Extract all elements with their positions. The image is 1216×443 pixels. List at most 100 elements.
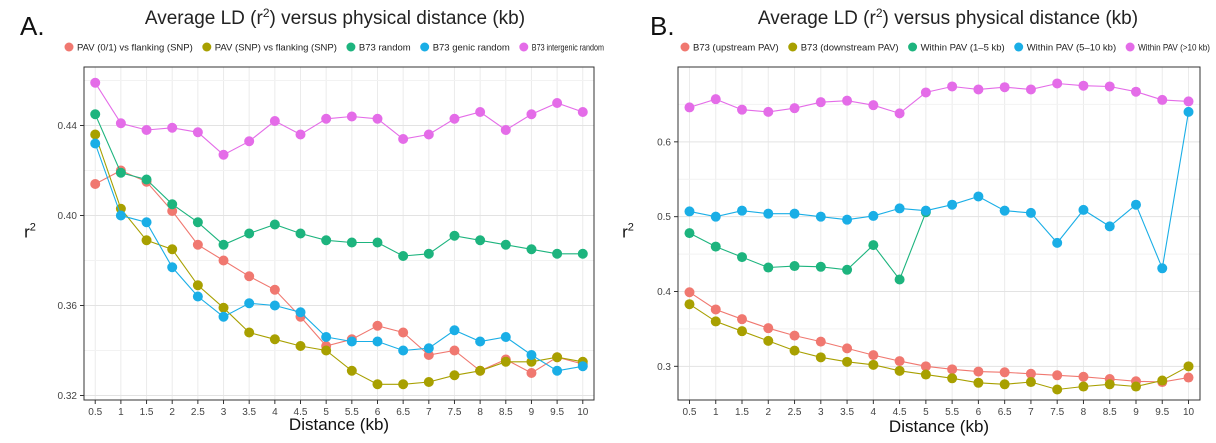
x-tick-label: 3 xyxy=(818,407,824,418)
legend-label: B73 genic random xyxy=(433,42,510,53)
legend-label: PAV (SNP) vs flanking (SNP) xyxy=(215,42,337,53)
data-point xyxy=(167,262,178,273)
data-point xyxy=(192,217,203,228)
legend: PAV (0/1) vs flanking (SNP) PAV (SNP) vs … xyxy=(64,42,604,53)
data-point xyxy=(1130,381,1141,392)
data-point xyxy=(1183,96,1194,107)
data-point xyxy=(192,239,203,250)
data-point xyxy=(947,373,958,384)
x-tick-label: 1 xyxy=(118,407,124,418)
data-point xyxy=(737,252,748,263)
data-point xyxy=(1078,204,1089,215)
legend-swatch xyxy=(908,42,918,52)
data-point xyxy=(1025,377,1036,388)
data-point xyxy=(947,199,958,210)
data-point xyxy=(346,365,357,376)
data-point xyxy=(398,134,409,144)
data-point xyxy=(269,116,280,126)
legend-item: Within PAV (5–10 kb) xyxy=(1014,42,1116,53)
data-point xyxy=(244,327,255,338)
data-point xyxy=(346,237,357,248)
data-point xyxy=(577,361,588,372)
x-tick-label: 4.5 xyxy=(294,407,308,418)
legend-label: B73 intergenic random xyxy=(532,42,604,53)
y-tick-label: 0.5 xyxy=(657,212,671,223)
series-line xyxy=(689,211,927,281)
y-tick-label: 0.3 xyxy=(657,362,671,373)
data-point xyxy=(999,82,1010,93)
data-point xyxy=(269,219,280,230)
data-point xyxy=(868,350,879,361)
data-point xyxy=(218,255,229,266)
data-point xyxy=(552,365,563,376)
data-point xyxy=(141,217,152,228)
y-axis-title: r2 xyxy=(24,222,36,242)
data-point xyxy=(295,129,306,140)
data-point xyxy=(1183,372,1194,383)
data-point xyxy=(269,334,280,345)
data-point xyxy=(763,106,774,117)
x-tick-label: 1 xyxy=(713,407,719,418)
data-point xyxy=(789,345,800,356)
data-point xyxy=(90,77,101,88)
data-point xyxy=(192,291,203,302)
x-tick-label: 5 xyxy=(323,407,329,418)
data-point xyxy=(737,205,748,216)
data-point xyxy=(737,104,748,115)
x-tick-label: 9.5 xyxy=(1155,407,1169,418)
data-point xyxy=(1157,263,1168,274)
data-point xyxy=(321,113,332,124)
data-point xyxy=(218,311,229,322)
x-tick-label: 10 xyxy=(1183,407,1195,418)
data-point xyxy=(398,251,409,261)
data-point xyxy=(1104,81,1115,92)
legend-swatch xyxy=(680,42,690,52)
legend-swatch xyxy=(519,42,529,52)
x-tick-label: 10 xyxy=(577,407,589,418)
data-point xyxy=(141,235,152,246)
data-point xyxy=(321,345,332,356)
data-point xyxy=(1078,381,1089,392)
data-point xyxy=(868,100,879,111)
x-tick-label: 5 xyxy=(923,407,929,418)
y-tick-label: 0.4 xyxy=(657,287,671,298)
data-point xyxy=(269,300,280,311)
x-tick-label: 1.5 xyxy=(140,407,154,418)
data-point xyxy=(868,210,879,221)
data-point xyxy=(295,228,306,239)
data-point xyxy=(973,84,984,95)
data-point xyxy=(1183,361,1194,372)
series-5 xyxy=(684,78,1194,119)
data-point xyxy=(710,211,721,222)
data-point xyxy=(500,239,511,250)
x-tick-label: 7.5 xyxy=(1050,407,1064,418)
legend-item: PAV (SNP) vs flanking (SNP) xyxy=(202,42,337,53)
data-point xyxy=(141,174,152,185)
data-point xyxy=(815,336,826,347)
series-5 xyxy=(90,77,588,160)
data-point xyxy=(894,356,905,367)
chart-title: Average LD (r2) versus physical distance… xyxy=(758,6,1138,29)
x-tick-label: 3.5 xyxy=(840,407,854,418)
x-tick-label: 4.5 xyxy=(893,407,907,418)
data-point xyxy=(526,368,537,378)
data-point xyxy=(500,356,511,367)
data-point xyxy=(90,109,101,120)
data-point xyxy=(737,326,748,337)
data-point xyxy=(842,264,853,275)
data-point xyxy=(894,108,905,119)
x-tick-label: 2.5 xyxy=(191,407,205,418)
y-tick-label: 0.32 xyxy=(58,391,78,402)
data-point xyxy=(423,377,434,387)
panel-letter: B. xyxy=(650,11,675,41)
data-point xyxy=(475,336,486,347)
x-tick-label: 9 xyxy=(1133,407,1139,418)
data-point xyxy=(372,320,383,331)
legend-label: B73 (upstream PAV) xyxy=(693,42,779,53)
data-point xyxy=(710,316,721,327)
data-point xyxy=(710,304,721,315)
data-point xyxy=(789,261,800,272)
chart-panel-1: A. Average LD (r2) versus physical distan… xyxy=(20,6,604,434)
data-point xyxy=(372,113,383,124)
data-point xyxy=(526,109,537,120)
